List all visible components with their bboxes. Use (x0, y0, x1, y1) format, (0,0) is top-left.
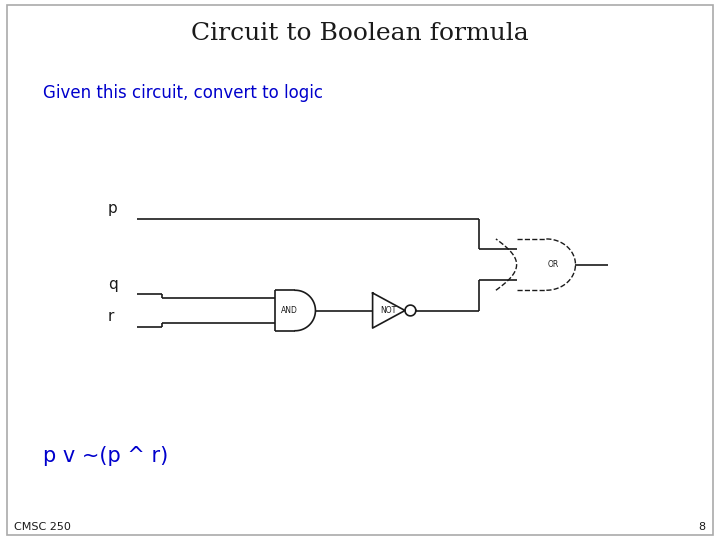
Text: 8: 8 (698, 522, 706, 532)
Text: AND: AND (281, 306, 297, 315)
Text: NOT: NOT (380, 306, 397, 315)
Text: CMSC 250: CMSC 250 (14, 522, 71, 532)
Text: r: r (108, 309, 114, 324)
Text: p v ~(p ^ r): p v ~(p ^ r) (43, 446, 168, 465)
Text: Circuit to Boolean formula: Circuit to Boolean formula (191, 22, 529, 45)
Text: OR: OR (548, 260, 559, 269)
Text: p: p (108, 201, 118, 216)
Text: q: q (108, 276, 118, 292)
Text: Given this circuit, convert to logic: Given this circuit, convert to logic (43, 84, 323, 102)
